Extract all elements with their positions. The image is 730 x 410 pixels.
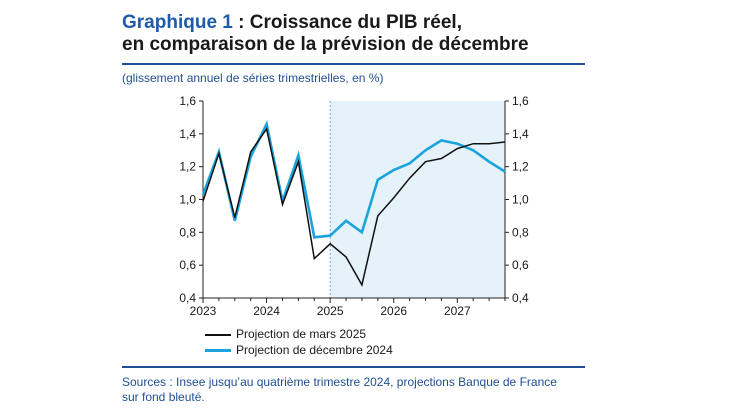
- title-rule: [122, 63, 585, 65]
- y-tick-label-left: 1,6: [179, 94, 196, 108]
- legend-swatch-decembre: [205, 349, 231, 352]
- x-tick-label: 2023: [190, 304, 217, 318]
- title-line-1: Graphique 1 : Croissance du PIB réel,: [122, 12, 592, 34]
- legend-swatch-mars: [205, 334, 231, 336]
- y-tick-label-left: 0,8: [179, 225, 196, 239]
- y-tick-label-right: 1,0: [512, 193, 529, 207]
- y-tick-label-right: 1,6: [512, 94, 529, 108]
- projection-shade: [330, 101, 505, 298]
- x-tick-label: 2025: [317, 304, 344, 318]
- y-tick-label-right: 0,4: [512, 291, 529, 305]
- chart-footer: Sources : Insee jusqu’au quatrième trime…: [122, 375, 592, 405]
- title-line-1-rest: : Croissance du PIB réel,: [232, 12, 462, 33]
- y-tick-label-right: 0,6: [512, 258, 529, 272]
- series-line-decembre: [201, 119, 506, 239]
- y-tick-label-left: 1,4: [179, 127, 196, 141]
- x-tick-label: 2024: [253, 304, 280, 318]
- series-line-mars: [202, 127, 506, 287]
- chart-title: Graphique 1 : Croissance du PIB réel, en…: [122, 12, 592, 56]
- footer-rule: [122, 366, 585, 368]
- footer-line-2: sur fond bleuté.: [122, 390, 205, 404]
- y-tick-label-left: 0,6: [179, 258, 196, 272]
- y-tick-label-left: 1,2: [179, 160, 196, 174]
- y-tick-label-right: 1,2: [512, 160, 529, 174]
- y-tick-label-right: 0,8: [512, 225, 529, 239]
- footer-line-1: Sources : Insee jusqu’au quatrième trime…: [122, 375, 557, 389]
- chart-subtitle: (glissement annuel de séries trimestriel…: [122, 71, 384, 85]
- y-tick-label-left: 1,0: [179, 193, 196, 207]
- x-tick-label: 2026: [380, 304, 407, 318]
- legend-label-mars: Projection de mars 2025: [236, 327, 367, 341]
- title-line-2: en comparaison de la prévision de décemb…: [122, 34, 529, 55]
- y-tick-label-left: 0,4: [179, 291, 196, 305]
- title-prefix: Graphique 1: [122, 12, 233, 33]
- x-tick-label: 2027: [444, 304, 471, 318]
- legend-label-decembre: Projection de décembre 2024: [236, 343, 393, 357]
- y-tick-label-right: 1,4: [512, 127, 529, 141]
